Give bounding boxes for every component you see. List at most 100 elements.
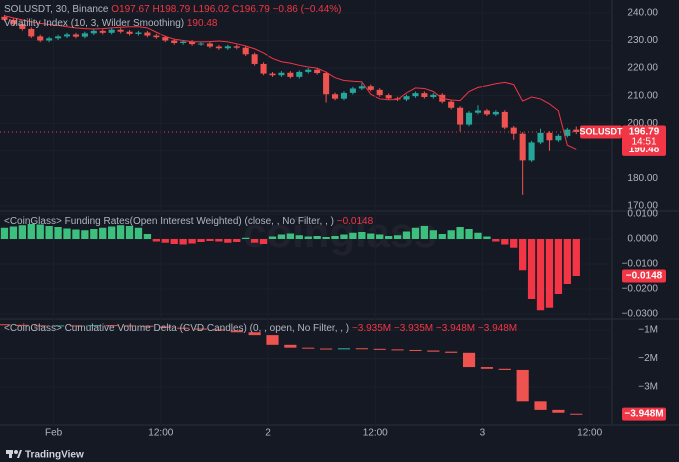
last-value-box xyxy=(622,407,666,421)
candle-body xyxy=(421,93,428,98)
histogram-bar xyxy=(134,227,143,239)
candle-body xyxy=(230,330,243,333)
candle-body xyxy=(233,46,240,48)
y-tick-label: 180.00 xyxy=(627,173,658,184)
candle-body xyxy=(117,29,124,32)
y-tick-label: −2M xyxy=(638,353,658,364)
histogram-bar xyxy=(438,234,446,239)
histogram-bar xyxy=(45,226,53,239)
histogram-bar xyxy=(152,239,161,242)
histogram-bar xyxy=(197,239,205,242)
candle-body xyxy=(284,344,297,348)
open-text: O197.67 xyxy=(111,4,150,15)
candle-body xyxy=(314,69,321,74)
candle-body xyxy=(180,41,187,43)
candle-body xyxy=(403,96,410,100)
histogram-bar xyxy=(304,236,312,239)
brand: TradingView xyxy=(25,450,84,461)
candle-body xyxy=(376,89,383,96)
histogram-bar xyxy=(393,235,402,239)
last-value-label: 190.48 xyxy=(629,144,660,155)
y-tick-label: 0.0100 xyxy=(627,209,658,220)
candle-body xyxy=(242,47,249,55)
last-value-box xyxy=(622,125,666,148)
candle-body xyxy=(498,368,511,370)
candle-body xyxy=(260,63,267,74)
histogram-bar xyxy=(563,239,571,284)
histogram-bar xyxy=(384,236,393,239)
candle-body xyxy=(355,348,368,350)
candle-body xyxy=(519,133,526,161)
candle-body xyxy=(430,94,437,98)
candle-body xyxy=(141,325,154,327)
candle-body xyxy=(480,367,493,369)
histogram-bar xyxy=(474,232,482,239)
candle-body xyxy=(555,135,562,141)
candle-body xyxy=(302,347,315,349)
candle-body xyxy=(501,111,508,128)
candle-body xyxy=(278,72,285,76)
candle-body xyxy=(194,328,208,330)
candle-body xyxy=(37,36,44,41)
histogram-bar xyxy=(63,228,71,239)
candle-body xyxy=(63,34,71,37)
y-tick-label: 230.00 xyxy=(627,35,658,46)
indicator-line xyxy=(4,15,577,150)
histogram-bar xyxy=(27,224,35,239)
candle-body xyxy=(10,19,17,24)
histogram-bar xyxy=(554,239,563,294)
histogram-bar xyxy=(54,227,62,239)
histogram-bar xyxy=(492,239,500,242)
price-legend: SOLUSDT, 30, Binance O197.67 H198.79 L19… xyxy=(4,4,342,15)
candle-body xyxy=(0,324,11,326)
symbol-box xyxy=(580,125,622,139)
y-tick-label: −3M xyxy=(638,382,658,393)
histogram-bar xyxy=(161,239,169,243)
x-tick-label: Feb xyxy=(45,428,63,439)
candle-body xyxy=(391,349,404,351)
candle-body xyxy=(108,29,115,33)
histogram-bar xyxy=(215,239,223,242)
cvd-legend: <CoinGlass> Cumulative Volume Delta (CVD… xyxy=(4,323,517,334)
cvd-title: <CoinGlass> Cumulative Volume Delta (CVD… xyxy=(4,323,349,334)
brand-logo xyxy=(6,450,22,458)
candle-body xyxy=(215,46,222,49)
candle-body xyxy=(445,351,458,353)
histogram-bar xyxy=(81,230,89,239)
last-value-label: −0.0148 xyxy=(626,271,663,282)
histogram-bar xyxy=(420,226,429,239)
cvd-open: −3.935M xyxy=(352,323,391,334)
histogram-bar xyxy=(286,233,295,239)
histogram-bar xyxy=(367,233,375,239)
candle-body xyxy=(251,54,258,64)
cvd-close: −3.948M xyxy=(478,323,517,334)
histogram-bar xyxy=(349,232,357,239)
low-text: L196.02 xyxy=(193,4,230,15)
histogram-bar xyxy=(510,239,518,248)
candle-body xyxy=(462,352,476,368)
candle-body xyxy=(16,324,29,326)
candle-body xyxy=(69,325,83,327)
y-tick-label: 240.00 xyxy=(627,8,658,19)
candle-body xyxy=(427,350,440,352)
histogram-bar xyxy=(99,227,107,239)
candle-body xyxy=(546,132,553,141)
y-tick-label: −0.0300 xyxy=(622,309,659,320)
candle-body xyxy=(144,32,151,36)
x-tick-label: 12:00 xyxy=(363,428,388,439)
histogram-bar xyxy=(170,239,178,244)
last-value-label: 196.79 xyxy=(629,127,660,138)
indicator-legend: Volatility Index (10, 3, Wilder Smoothin… xyxy=(4,18,218,29)
histogram-bar xyxy=(483,236,491,239)
histogram-bar xyxy=(402,231,411,239)
candle-body xyxy=(573,129,580,133)
candle-body xyxy=(564,129,571,136)
candle-body xyxy=(90,30,97,34)
candle-body xyxy=(189,41,196,45)
indicator-name: Volatility Index (10, 3, Wilder Smoothin… xyxy=(4,18,184,29)
histogram-bar xyxy=(206,239,214,241)
candle-body xyxy=(1,16,8,20)
histogram-bar xyxy=(125,226,134,239)
y-tick-label: 220.00 xyxy=(627,63,658,74)
